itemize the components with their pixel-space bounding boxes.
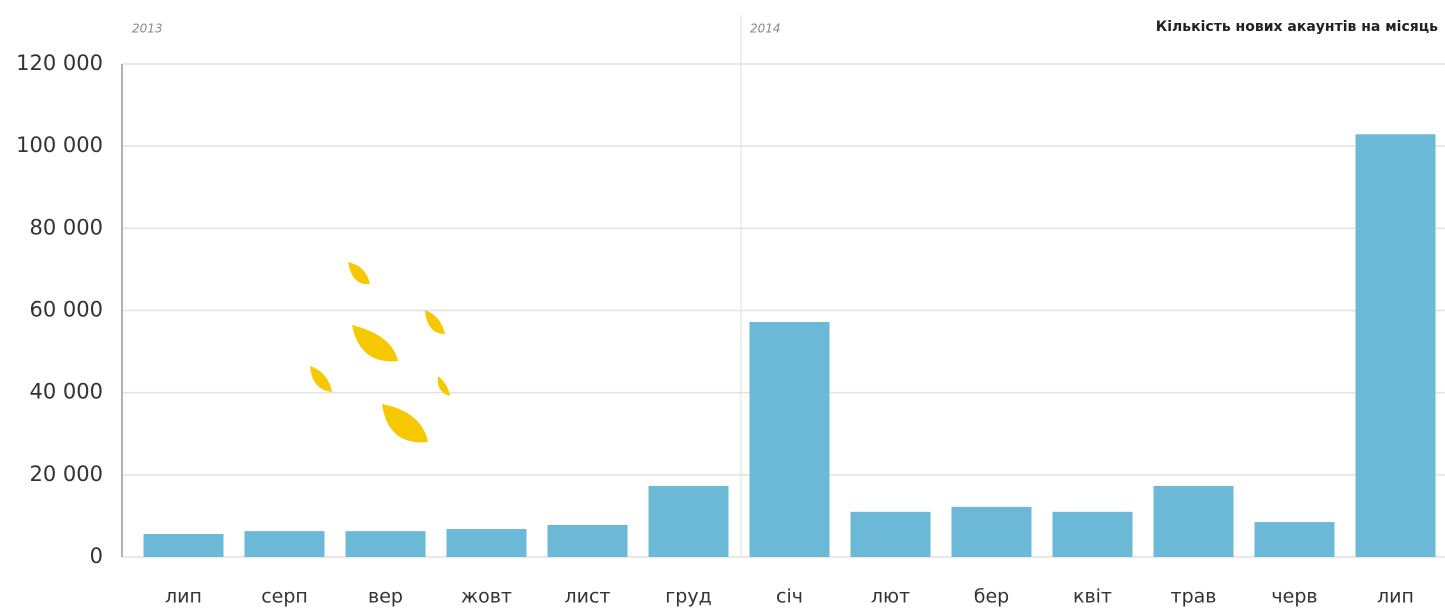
x-tick-label: лют bbox=[871, 586, 910, 608]
bar bbox=[1153, 485, 1234, 557]
bar bbox=[749, 322, 830, 557]
x-tick-label: січ bbox=[776, 586, 803, 608]
y-tick-label: 60 000 bbox=[30, 298, 103, 322]
bar bbox=[244, 531, 325, 557]
bar bbox=[850, 511, 931, 557]
bar bbox=[143, 533, 224, 557]
bar bbox=[547, 524, 628, 557]
y-tick-label: 80 000 bbox=[30, 215, 103, 239]
x-tick-label: бер bbox=[974, 586, 1009, 608]
y-tick-label: 100 000 bbox=[16, 133, 103, 157]
bar bbox=[345, 531, 426, 557]
chart-title: Кількість нових акаунтів на місяць bbox=[1156, 19, 1438, 35]
x-tick-label: лист bbox=[564, 586, 610, 608]
year-label: 2014 bbox=[750, 22, 781, 36]
y-tick-label: 40 000 bbox=[30, 380, 103, 404]
x-tick-label: лип bbox=[165, 586, 202, 608]
x-tick-label: груд bbox=[665, 586, 711, 608]
y-tick-label: 20 000 bbox=[30, 462, 103, 486]
y-tick-label: 0 bbox=[90, 544, 103, 568]
bar bbox=[446, 529, 527, 557]
x-tick-label: трав bbox=[1171, 586, 1217, 608]
bar bbox=[648, 485, 729, 557]
bar bbox=[1052, 511, 1133, 557]
leaves bbox=[310, 262, 450, 443]
x-tick-label: лип bbox=[1377, 586, 1414, 608]
bar bbox=[951, 506, 1032, 557]
bar bbox=[1355, 134, 1436, 557]
y-tick-label: 120 000 bbox=[16, 51, 103, 75]
x-tick-label: вер bbox=[368, 586, 403, 608]
x-tick-label: черв bbox=[1271, 586, 1317, 608]
x-tick-label: квіт bbox=[1073, 586, 1112, 608]
x-tick-label: серп bbox=[261, 586, 308, 608]
year-label: 2013 bbox=[132, 22, 163, 36]
x-tick-label: жовт bbox=[461, 586, 512, 608]
bar bbox=[1254, 522, 1335, 557]
